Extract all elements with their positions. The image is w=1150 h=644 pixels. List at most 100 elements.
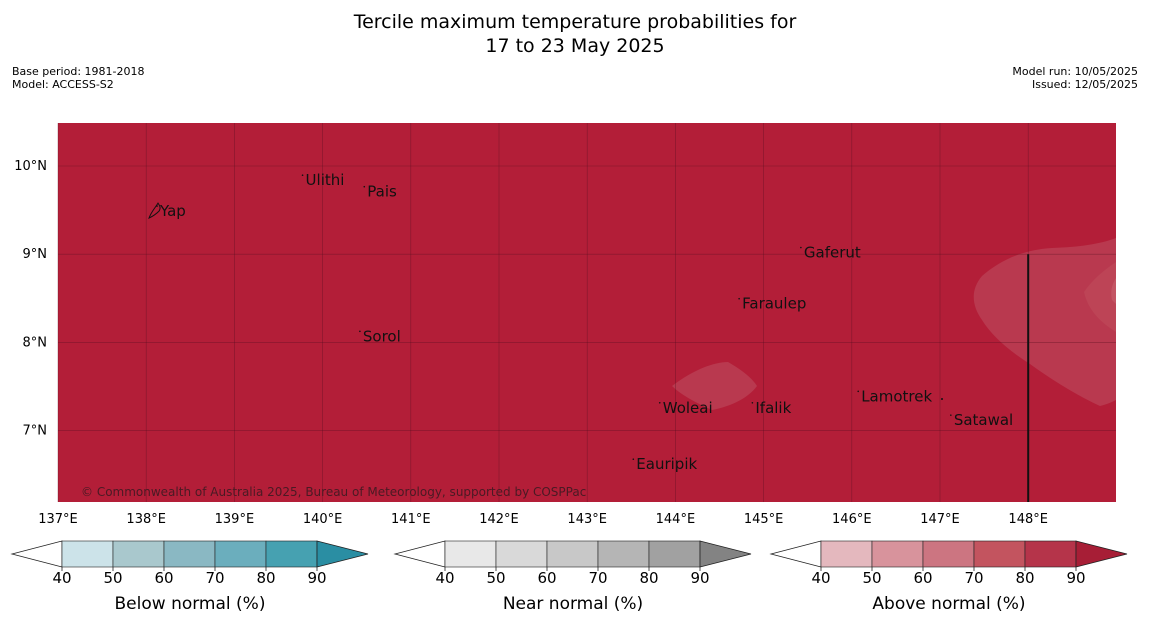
colorbar-segment [214, 540, 267, 568]
colorbar-segment [495, 540, 548, 568]
colorbar-segment [871, 540, 924, 568]
lat-tick-label: 8°N [23, 335, 48, 350]
place-label: Lamotrek [861, 387, 932, 405]
colorbar-tick-label: 40 [435, 569, 454, 587]
lon-tick-label: 142°E [479, 512, 519, 527]
colorbar-extend-low [393, 540, 446, 568]
lon-tick-label: 143°E [567, 512, 607, 527]
colorbar-below: 40 50 60 70 80 90 [10, 540, 369, 587]
colorbar-segment [973, 540, 1026, 568]
colorbar-extend-low [769, 540, 822, 568]
colorbar-segment [648, 540, 701, 568]
colorbar-segment [546, 540, 599, 568]
place-marker [156, 205, 158, 207]
place-marker [359, 330, 361, 333]
place-label: Woleai [663, 399, 713, 417]
colorbar-tick-label: 90 [1066, 569, 1085, 587]
colorbar-tick-label: 60 [154, 569, 173, 587]
base-period: Base period: 1981-2018 [12, 65, 145, 78]
colorbar-segment [163, 540, 216, 568]
colorbar-tick-label: 90 [690, 569, 709, 587]
colorbar-title-below: Below normal (%) [114, 594, 266, 614]
colorbar-segment [1024, 540, 1077, 568]
lon-tick-label: 146°E [832, 512, 872, 527]
colorbar-tick-label: 50 [486, 569, 505, 587]
meta-right: Model run: 10/05/2025 Issued: 12/05/2025 [1012, 65, 1138, 91]
chart-title: Tercile maximum temperature probabilitie… [0, 10, 1150, 58]
lon-tick-label: 139°E [215, 512, 255, 527]
colorbar-tick-label: 80 [1015, 569, 1034, 587]
colorbar-title-above: Above normal (%) [872, 594, 1026, 614]
colorbar-near: 40 50 60 70 80 90 [393, 540, 752, 587]
place-label: Sorol [363, 327, 401, 345]
place-marker [800, 246, 802, 249]
place-label: Eauripik [636, 455, 697, 473]
lon-tick-label: 144°E [656, 512, 696, 527]
colorbar-tick-label: 60 [913, 569, 932, 587]
colorbar-segment [265, 540, 318, 568]
place-marker [363, 185, 366, 188]
colorbar-tick-label: 40 [811, 569, 830, 587]
place-marker [632, 458, 635, 461]
place-label: Ulithi [306, 171, 345, 189]
place-marker [950, 414, 952, 416]
model-run: Model run: 10/05/2025 [1012, 65, 1138, 78]
lon-tick-label: 137°E [38, 512, 78, 527]
colorbar-tick-label: 80 [639, 569, 658, 587]
colorbar-extend-high [1075, 540, 1128, 568]
lat-tick-label: 9°N [23, 247, 48, 262]
copyright-text: © Commonwealth of Australia 2025, Bureau… [81, 485, 586, 499]
colorbar-tick-label: 70 [964, 569, 983, 587]
colorbar-tick-label: 70 [205, 569, 224, 587]
lon-tick-label: 141°E [391, 512, 431, 527]
issued-date: Issued: 12/05/2025 [1031, 78, 1138, 91]
lat-tick-label: 10°N [14, 159, 47, 174]
lon-tick-label: 140°E [303, 512, 343, 527]
lon-tick-label: 145°E [744, 512, 784, 527]
island-dot [941, 398, 943, 400]
place-marker [857, 390, 860, 393]
title-line-1: Tercile maximum temperature probabilitie… [353, 11, 797, 33]
place-label: Gaferut [804, 244, 861, 262]
colorbar-title-near: Near normal (%) [502, 594, 644, 614]
place-label: Ifalik [755, 399, 791, 417]
colorbar-tick-label: 50 [103, 569, 122, 587]
lon-tick-label: 148°E [1008, 512, 1048, 527]
meta-left: Base period: 1981-2018 Model: ACCESS-S2 [12, 65, 144, 91]
colorbar-segment [61, 540, 114, 568]
place-marker [658, 401, 661, 404]
place-label: Satawal [954, 411, 1013, 429]
lon-tick-label: 147°E [920, 512, 960, 527]
colorbar-tick-label: 40 [52, 569, 71, 587]
model-name: Model: ACCESS-S2 [12, 78, 114, 91]
place-marker [738, 297, 740, 300]
place-label: Faraulep [742, 295, 806, 313]
colorbar-tick-label: 80 [256, 569, 275, 587]
colorbar-above: 40 50 60 70 80 90 [769, 540, 1128, 587]
colorbar-segment [112, 540, 165, 568]
title-line-2: 17 to 23 May 2025 [485, 35, 665, 57]
probability-region-woleai [672, 362, 757, 410]
colorbar-segment [597, 540, 650, 568]
place-label: Yap [159, 202, 186, 220]
lat-tick-label: 7°N [23, 424, 48, 439]
probability-region-east-inner [1084, 262, 1116, 332]
colorbar-segment [922, 540, 975, 568]
place-label: Pais [367, 183, 397, 201]
probability-region-east-core [1111, 278, 1116, 304]
colorbar-segment [820, 540, 873, 568]
colorbar-tick-label: 60 [537, 569, 556, 587]
lon-tick-label: 138°E [126, 512, 166, 527]
colorbar-tick-label: 90 [307, 569, 326, 587]
colorbar-tick-label: 70 [588, 569, 607, 587]
place-marker [301, 174, 304, 177]
place-marker [751, 401, 754, 404]
colorbar-extend-high [316, 540, 369, 568]
colorbar-tick-label: 50 [862, 569, 881, 587]
colorbar-extend-high [699, 540, 752, 568]
colorbar-extend-low [10, 540, 63, 568]
yap-island-outline [148, 202, 161, 220]
colorbar-segment [444, 540, 497, 568]
probability-region-east [973, 238, 1116, 406]
